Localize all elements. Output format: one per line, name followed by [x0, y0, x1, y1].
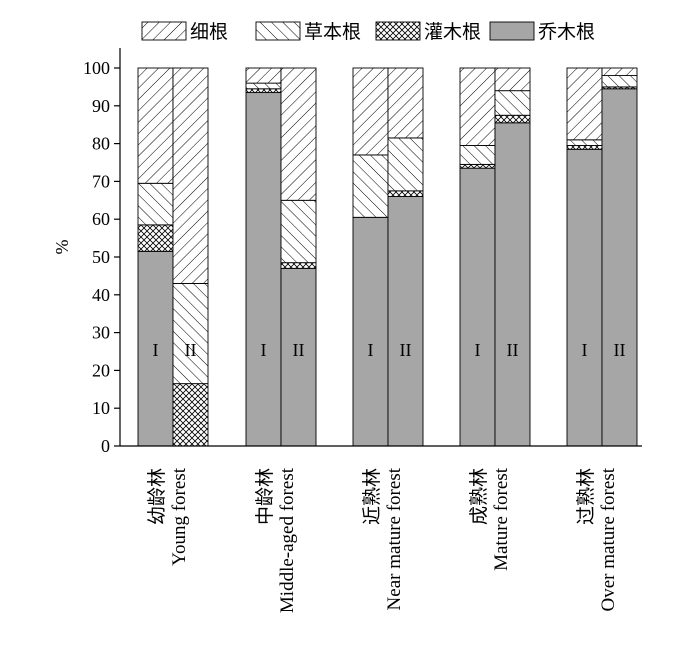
- legend-swatch: [375, 21, 421, 41]
- bar-segment-1-i: [137, 182, 174, 226]
- bar-segment-2-i: [245, 67, 282, 84]
- bar-segment-4-ii: [494, 114, 531, 124]
- x-label-zh-young-forest: 幼龄林: [146, 468, 168, 525]
- legend-label: 草本根: [304, 21, 361, 43]
- bar-segment-1-ii: [172, 383, 209, 447]
- y-tick-label: 100: [83, 58, 110, 78]
- x-label-en-middle-aged-forest: Middle-aged forest: [277, 467, 298, 613]
- legend: 细根 草本根 灌木根 乔木根: [141, 21, 595, 43]
- bar-label: I: [153, 340, 159, 360]
- bar-label: I: [368, 340, 374, 360]
- bar-segment-3-i: [352, 154, 389, 218]
- y-axis-label: %: [52, 240, 72, 255]
- x-label-zh-near-mature-forest: 近熟林: [361, 468, 383, 525]
- bar-label: I: [582, 340, 588, 360]
- bar-segment-5-i: [566, 67, 603, 141]
- legend-swatch: [141, 21, 187, 41]
- y-tick-label: 60: [92, 209, 110, 229]
- bar-segment-1-i: [137, 67, 174, 184]
- bar-segment-3-ii: [387, 67, 424, 139]
- axes: %: [52, 48, 642, 447]
- bars: I II I II I II I II I II: [137, 67, 638, 447]
- bar-segment-5-ii: [601, 67, 638, 77]
- x-category-labels: 幼龄林 Young forest 中龄林 Middle-aged forest 近熟林 N…: [146, 467, 619, 613]
- x-label-en-young-forest: Young forest: [169, 467, 190, 566]
- bar-label: II: [614, 340, 626, 360]
- bar-segment-2-ii: [280, 262, 317, 269]
- bar-segment-1-ii: [172, 67, 209, 284]
- y-tick-label: 80: [92, 134, 110, 154]
- bar-segment-2-ii: [280, 67, 317, 201]
- bar-segment-4-i: [459, 163, 496, 169]
- legend-label: 灌木根: [424, 21, 481, 43]
- x-label-zh-over-mature-forest: 过熟林: [575, 468, 597, 525]
- y-ticks: 0 10 20 30 40 50 60 70 80 90 100: [83, 58, 120, 456]
- legend-swatch: [255, 21, 301, 41]
- bar-segment-3-i: [352, 67, 389, 156]
- bar-segment-4-i: [459, 67, 496, 146]
- bar-segment-5-i: [566, 145, 603, 150]
- bar-segment-4-ii: [494, 122, 531, 447]
- bar-segment-2-ii: [280, 267, 317, 447]
- legend-label: 乔木根: [538, 21, 595, 43]
- bar-segment-5-i: [566, 139, 603, 146]
- bar-label: II: [400, 340, 412, 360]
- x-label-zh-middle-aged-forest: 中龄林: [254, 468, 276, 525]
- bar-segment-2-i: [245, 92, 282, 447]
- bar-segment-1-ii: [172, 283, 209, 385]
- y-tick-label: 40: [92, 285, 110, 305]
- bar-label: II: [185, 340, 197, 360]
- bar-segment-1-i: [137, 250, 174, 447]
- y-tick-label: 50: [92, 247, 110, 267]
- bar-segment-2-i: [245, 82, 282, 90]
- bar-segment-4-i: [459, 145, 496, 165]
- y-tick-label: 0: [101, 436, 110, 456]
- y-tick-label: 70: [92, 171, 110, 191]
- bar-segment-4-ii: [494, 90, 531, 116]
- bar-segment-3-ii: [387, 196, 424, 447]
- bar-label: II: [293, 340, 305, 360]
- bar-segment-2-i: [245, 88, 282, 94]
- y-tick-label: 90: [92, 96, 110, 116]
- x-label-en-near-mature-forest: Near mature forest: [384, 467, 405, 610]
- bar-label: I: [261, 340, 267, 360]
- bar-segment-3-ii: [387, 137, 424, 192]
- bar-segment-3-i: [352, 216, 389, 447]
- y-tick-label: 30: [92, 323, 110, 343]
- legend-swatch: [489, 21, 535, 41]
- bar-segment-2-ii: [280, 199, 317, 264]
- bar-label: II: [507, 340, 519, 360]
- bar-segment-4-i: [459, 167, 496, 447]
- bar-segment-1-i: [137, 224, 174, 252]
- x-label-en-mature-forest: Mature forest: [491, 467, 512, 571]
- legend-label: 细根: [190, 21, 228, 43]
- bar-segment-3-ii: [387, 190, 424, 197]
- bar-segment-4-ii: [494, 67, 531, 92]
- x-label-en-over-mature-forest: Over mature forest: [598, 467, 619, 611]
- y-tick-label: 10: [92, 398, 110, 418]
- bar-segment-5-i: [566, 148, 603, 447]
- bar-segment-5-ii: [601, 75, 638, 88]
- x-label-zh-mature-forest: 成熟林: [468, 468, 490, 525]
- y-tick-label: 20: [92, 360, 110, 380]
- bar-segment-5-ii: [601, 88, 638, 447]
- bar-label: I: [475, 340, 481, 360]
